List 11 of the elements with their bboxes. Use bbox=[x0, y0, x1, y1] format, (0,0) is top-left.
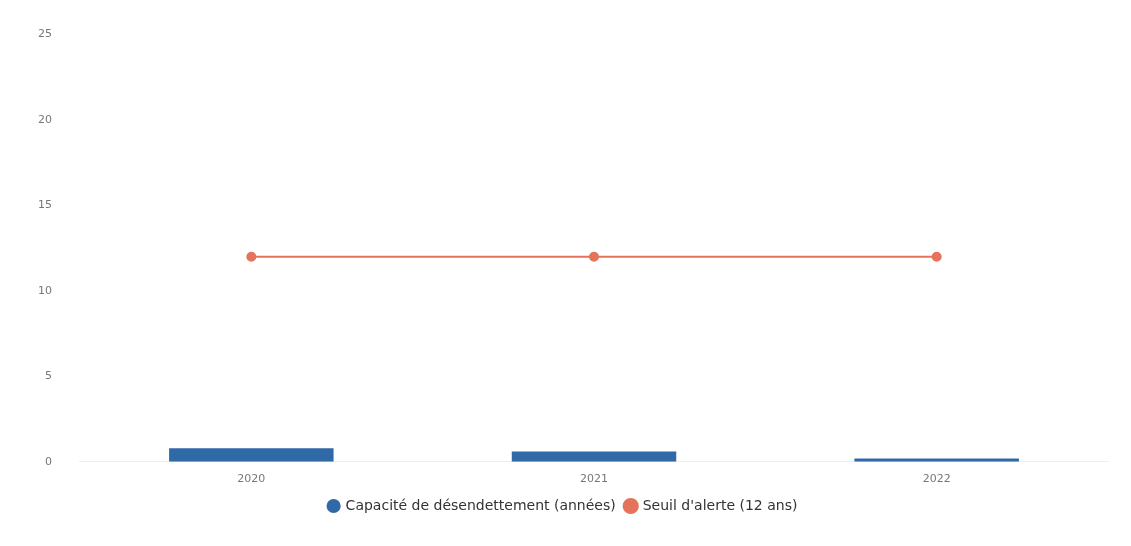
x-tick-label: 2020 bbox=[237, 472, 266, 486]
y-tick-label: 0 bbox=[45, 454, 52, 468]
x-tick-label: 2021 bbox=[580, 472, 608, 486]
y-tick-label: 5 bbox=[45, 369, 52, 383]
y-tick-label: 25 bbox=[38, 27, 52, 41]
y-tick-label: 15 bbox=[38, 198, 52, 212]
y-tick-label: 10 bbox=[38, 283, 52, 297]
y-tick-label: 20 bbox=[38, 112, 52, 126]
x-tick-label: 2022 bbox=[922, 472, 951, 486]
legend-label: Capacité de désendettement (années) bbox=[345, 496, 616, 513]
legend-label: Seuil d'alerte (12 ans) bbox=[642, 496, 798, 513]
